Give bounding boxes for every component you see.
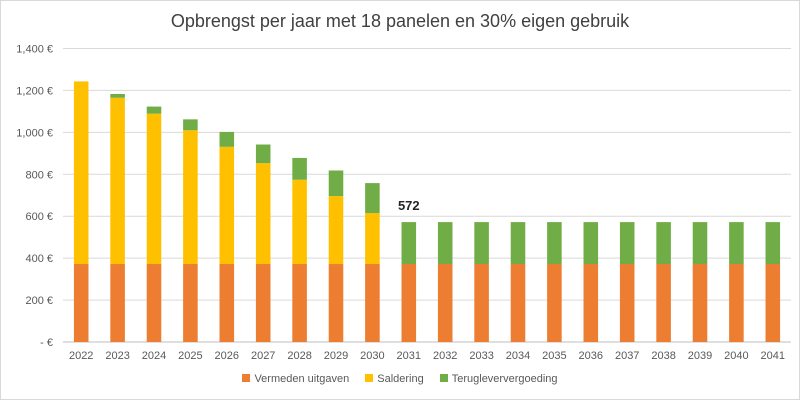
bar-segment-terugleververgoeding <box>729 222 744 265</box>
legend-label: Terugleververgoeding <box>451 373 558 385</box>
bar-segment-terugleververgoeding <box>255 144 271 164</box>
x-tick-label: 2022 <box>69 350 93 362</box>
bar-segment-vermeden-uitgaven <box>73 264 89 342</box>
y-tick-label: 200 € <box>25 295 53 307</box>
y-tick-label: 400 € <box>25 253 53 265</box>
x-tick-label: 2033 <box>469 350 493 362</box>
x-tick-label: 2034 <box>506 350 530 362</box>
bar-segment-saldering <box>255 163 271 265</box>
x-tick-label: 2028 <box>287 350 311 362</box>
bar-segment-vermeden-uitgaven <box>619 264 635 342</box>
x-tick-label: 2037 <box>615 350 639 362</box>
bar-segment-terugleververgoeding <box>146 106 162 114</box>
bar-segment-terugleververgoeding <box>219 131 235 147</box>
bar-segment-vermeden-uitgaven <box>146 264 162 342</box>
bar-segment-terugleververgoeding <box>328 170 344 197</box>
y-tick-label: 1,400 € <box>16 44 53 56</box>
x-tick-label: 2023 <box>105 350 129 362</box>
bar-segment-vermeden-uitgaven <box>110 264 125 342</box>
bar-segment-vermeden-uitgaven <box>547 264 562 342</box>
bar-segment-vermeden-uitgaven <box>219 264 235 342</box>
bar-segment-vermeden-uitgaven <box>510 264 526 342</box>
x-tick-label: 2032 <box>433 350 457 362</box>
bar-segment-terugleververgoeding <box>510 222 526 265</box>
legend-label: Saldering <box>377 373 424 385</box>
x-tick-label: 2035 <box>542 350 566 362</box>
bar-segment-terugleververgoeding <box>765 222 781 265</box>
bar-segment-saldering <box>73 81 89 265</box>
bar-segment-terugleververgoeding <box>110 93 125 98</box>
legend-item: Saldering <box>365 373 424 385</box>
bar-segment-terugleververgoeding <box>292 157 307 180</box>
bar-segment-terugleververgoeding <box>656 222 671 265</box>
bar-segment-terugleververgoeding <box>692 222 708 265</box>
bar-segment-saldering <box>110 97 125 265</box>
bar-segment-terugleververgoeding <box>183 119 198 131</box>
y-tick-label: 600 € <box>25 211 53 223</box>
bar-segment-vermeden-uitgaven <box>401 264 417 342</box>
x-tick-label: 2041 <box>761 350 785 362</box>
y-tick-label: 1,000 € <box>16 127 53 139</box>
bar-segment-terugleververgoeding <box>619 222 635 265</box>
bar-segment-vermeden-uitgaven <box>656 264 671 342</box>
legend-swatch <box>242 374 251 382</box>
chart-title: Opbrengst per jaar met 18 panelen en 30%… <box>170 11 630 31</box>
x-tick-label: 2024 <box>142 350 166 362</box>
bar-segment-vermeden-uitgaven <box>328 264 344 342</box>
legend-item: Vermeden uitgaven <box>242 373 349 385</box>
bar-segment-saldering <box>328 196 344 265</box>
x-tick-label: 2029 <box>324 350 348 362</box>
bar-segment-saldering <box>292 179 307 265</box>
bar-segment-terugleververgoeding <box>365 183 380 214</box>
x-tick-label: 2027 <box>251 350 275 362</box>
legend: Vermeden uitgaven Saldering Terugleververg… <box>1 373 799 385</box>
bar-segment-terugleververgoeding <box>583 222 599 265</box>
data-label: 572 <box>398 198 420 213</box>
bar-segment-terugleververgoeding <box>547 222 562 265</box>
x-tick-label: 2036 <box>579 350 603 362</box>
legend-swatch <box>365 374 374 382</box>
bar-segment-vermeden-uitgaven <box>255 264 271 342</box>
x-tick-label: 2039 <box>688 350 712 362</box>
bar-segment-vermeden-uitgaven <box>183 264 198 342</box>
x-tick-label: 2030 <box>360 350 384 362</box>
bar-segment-vermeden-uitgaven <box>365 264 380 342</box>
bar-segment-terugleververgoeding <box>437 222 453 265</box>
y-tick-label: 800 € <box>25 169 53 181</box>
bar-segment-vermeden-uitgaven <box>583 264 599 342</box>
legend-label: Vermeden uitgaven <box>254 373 350 385</box>
x-tick-label: 2038 <box>651 350 675 362</box>
bar-segment-terugleververgoeding <box>474 222 489 265</box>
x-tick-label: 2025 <box>178 350 202 362</box>
legend-swatch <box>439 374 448 382</box>
bar-segment-saldering <box>365 213 380 265</box>
x-tick-label: 2026 <box>215 350 239 362</box>
y-tick-label: - € <box>40 337 53 349</box>
bar-segment-terugleververgoeding <box>401 222 417 265</box>
bar-segment-saldering <box>183 130 198 265</box>
bar-segment-saldering <box>146 113 162 265</box>
bar-segment-vermeden-uitgaven <box>692 264 708 342</box>
bar-segment-vermeden-uitgaven <box>437 264 453 342</box>
bar-segment-vermeden-uitgaven <box>765 264 781 342</box>
bar-segment-saldering <box>219 146 235 265</box>
legend-item: Terugleververgoeding <box>439 373 558 385</box>
bar-segment-vermeden-uitgaven <box>729 264 744 342</box>
x-tick-label: 2031 <box>397 350 421 362</box>
bar-segment-vermeden-uitgaven <box>474 264 489 342</box>
bar-segment-vermeden-uitgaven <box>292 264 307 342</box>
y-tick-label: 1,200 € <box>16 85 53 97</box>
x-tick-label: 2040 <box>724 350 748 362</box>
